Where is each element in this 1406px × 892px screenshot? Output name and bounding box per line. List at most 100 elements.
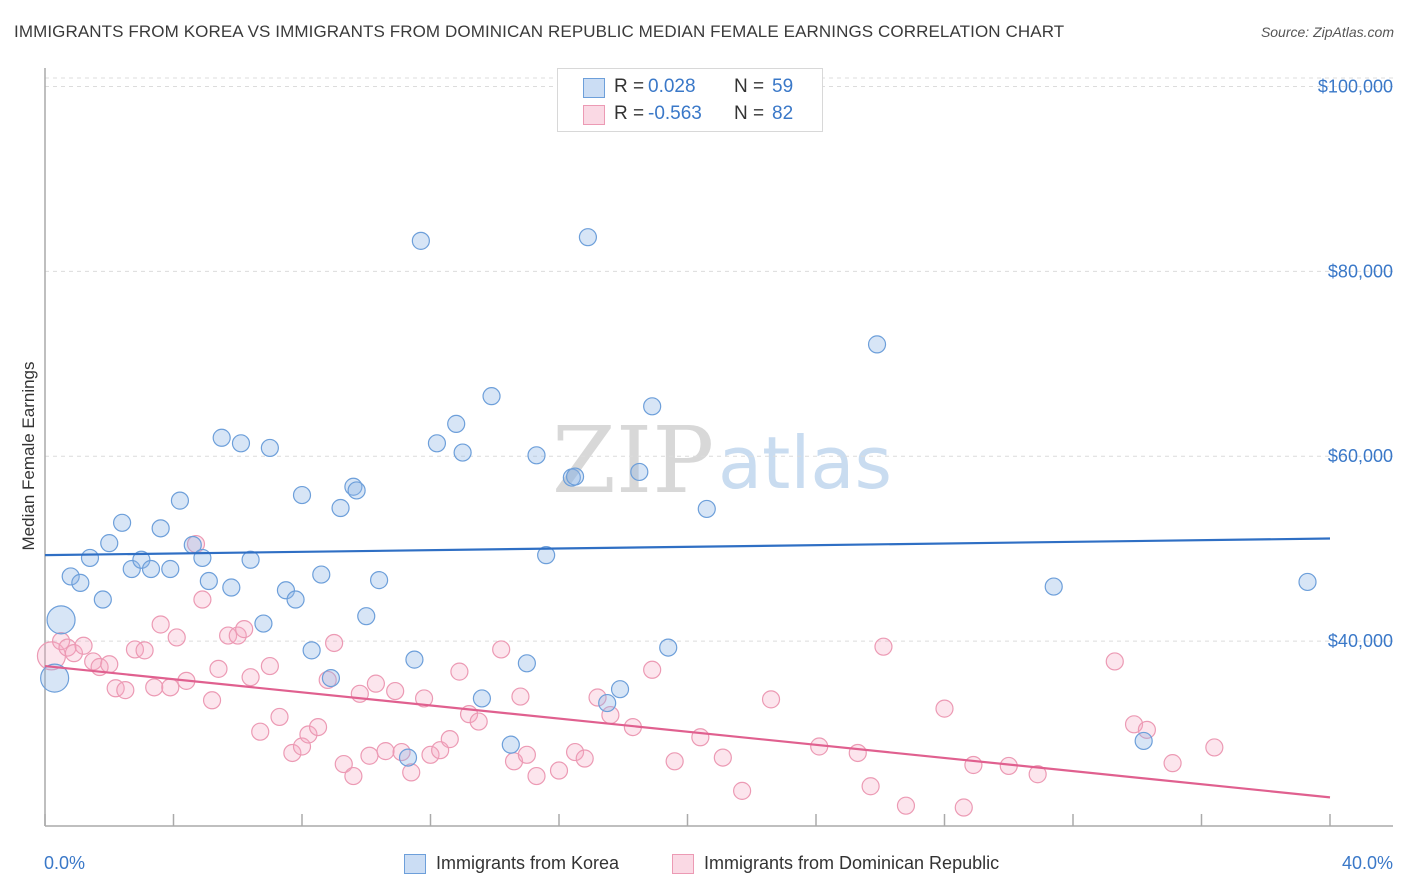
dominican-point (283, 743, 302, 763)
dominican-point (492, 640, 511, 659)
korea-point (453, 443, 472, 462)
korea-point (1134, 731, 1153, 751)
korea-point (565, 467, 585, 486)
korea-point (501, 735, 520, 754)
korea-point (40, 663, 70, 693)
axes (44, 68, 1393, 827)
dominican-point (167, 628, 186, 647)
dominican-point (228, 626, 247, 645)
legend-n-value: 82 (772, 103, 794, 124)
dominican-point (325, 633, 344, 653)
korea-point (161, 559, 180, 579)
dominican-point (219, 626, 238, 645)
y-tick-label: $80,000 (1328, 261, 1393, 281)
watermark-zip: ZIP (552, 407, 714, 514)
dominican-point (511, 687, 530, 706)
korea-point (100, 534, 119, 553)
dominican-point (100, 655, 119, 674)
dominican-point (549, 761, 569, 780)
dominican-point (193, 590, 212, 609)
korea-point (472, 689, 491, 708)
dominican-point (450, 662, 469, 681)
dominican-point (74, 636, 93, 655)
series-legend-label-korea: Immigrants from Korea (436, 853, 620, 873)
dominican-point (713, 748, 732, 767)
korea-point (517, 654, 536, 673)
dominican-point (527, 766, 546, 786)
korea-point (578, 228, 598, 247)
legend-r-value: 0.028 (648, 76, 696, 97)
dominican-point (64, 644, 84, 663)
korea-point (321, 668, 341, 688)
dominican-point (1137, 720, 1156, 739)
korea-point (199, 571, 218, 591)
dominican-point (145, 678, 164, 697)
korea-point (411, 231, 430, 250)
x-ticks (44, 814, 1331, 826)
korea-point (697, 499, 716, 519)
watermark-atlas: atlas (718, 421, 892, 505)
korea-point (659, 638, 678, 657)
legend-n-value: 59 (772, 76, 794, 97)
dominican-point (1163, 754, 1182, 773)
dominican-point (874, 637, 893, 656)
dominican-point (565, 742, 585, 762)
legend-n-label: N = (734, 76, 765, 97)
korea-point (212, 428, 231, 447)
korea-point (254, 614, 273, 633)
y-axis-title: Median Female Earnings (19, 362, 38, 551)
dominican-point (386, 681, 405, 701)
dominican-point (241, 668, 260, 687)
legend-n-label: N = (734, 103, 765, 124)
dominican-point (344, 766, 363, 786)
korea-point (405, 650, 424, 669)
y-tick-label: $40,000 (1328, 631, 1393, 651)
korea-point (71, 573, 90, 592)
dominican-point (588, 688, 607, 707)
korea-point (286, 590, 305, 609)
dominican-point (1028, 765, 1047, 784)
dominican-point (469, 712, 488, 731)
dominican-point (51, 632, 71, 651)
chart-source: Source: ZipAtlas.com (1260, 24, 1394, 40)
dominican-points (36, 534, 1224, 817)
korea-point (643, 397, 662, 416)
dominican-point (318, 670, 337, 690)
dominican-point (260, 656, 279, 676)
korea-point (122, 559, 141, 579)
korea-point (302, 641, 321, 660)
korea-point (260, 438, 279, 458)
dominican-point (202, 691, 222, 710)
dominican-point (125, 640, 145, 659)
chart-title: IMMIGRANTS FROM KOREA VS IMMIGRANTS FROM… (14, 22, 1065, 41)
dominican-point (402, 763, 421, 782)
dominican-point (116, 681, 135, 700)
korea-point (357, 607, 376, 626)
korea-point (370, 571, 389, 590)
korea-point (93, 590, 112, 609)
korea-point (61, 567, 80, 586)
legend-swatch-korea (583, 78, 605, 98)
legend-r-value: -0.563 (648, 103, 702, 124)
korea-point (610, 680, 630, 699)
dominican-point (135, 641, 154, 660)
dominican-point (360, 746, 379, 765)
korea-point (537, 546, 556, 565)
series-legend-label-dominican: Immigrants from Dominican Republic (704, 853, 1000, 873)
dominican-point (1105, 652, 1124, 671)
dominican-point (376, 742, 395, 761)
korea-point (598, 693, 617, 713)
dominican-point (691, 728, 710, 747)
dominican-point (935, 699, 954, 718)
dominican-point (334, 754, 353, 774)
korea-point (347, 481, 366, 500)
dominican-point (643, 660, 662, 679)
x-tick-label-min: 0.0% (44, 853, 85, 873)
dominican-point (421, 745, 440, 764)
dominican-point (848, 743, 867, 763)
legend-r-label: R = (614, 103, 645, 124)
korea-point (112, 513, 132, 532)
x-tick-label-max: 40.0% (1342, 853, 1393, 873)
y-tick-labels: $40,000 $60,000 $80,000 $100,000 (1318, 76, 1393, 651)
